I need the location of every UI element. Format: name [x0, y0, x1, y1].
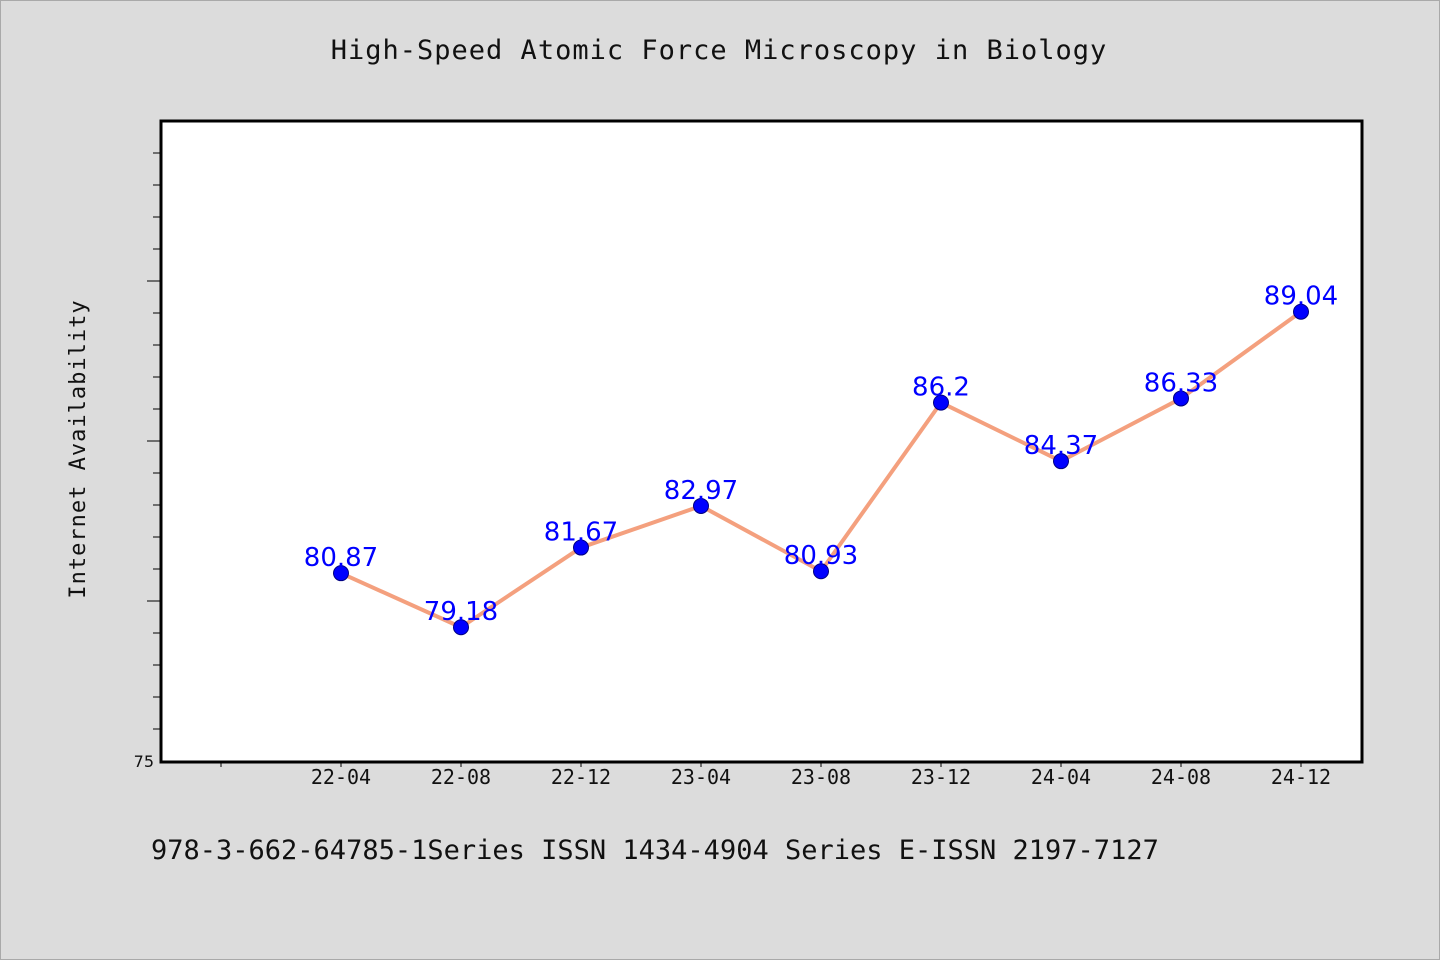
- data-point: [1173, 390, 1189, 407]
- data-point: [333, 565, 349, 582]
- x-axis-ticks: [220, 761, 1302, 767]
- chart-title: High-Speed Atomic Force Microscopy in Bi…: [330, 35, 1108, 66]
- data-point: [693, 497, 709, 514]
- plot-area: [159, 119, 1364, 764]
- data-label: 86.33: [1144, 368, 1218, 398]
- y-axis-tick-labels: 75: [134, 752, 154, 771]
- x-tick-label: 22-08: [431, 765, 491, 789]
- data-label: 81.67: [544, 518, 618, 548]
- data-point: [1053, 453, 1069, 470]
- series-markers: [333, 303, 1309, 636]
- data-label: 84.37: [1024, 431, 1098, 461]
- data-point: [933, 394, 949, 411]
- x-tick-label: 23-04: [671, 765, 731, 789]
- data-label: 80.87: [304, 543, 378, 573]
- x-tick-label: 24-04: [1031, 765, 1091, 789]
- footer-isbn-issn: 978-3-662-64785-1Series ISSN 1434-4904 S…: [151, 835, 1159, 866]
- data-label: 86.2: [912, 373, 970, 403]
- x-tick-label: 24-08: [1151, 765, 1211, 789]
- x-tick-label: 24-12: [1271, 765, 1331, 789]
- x-tick-label: 22-04: [311, 765, 371, 789]
- y-axis-title: Internet Availability: [66, 299, 91, 598]
- x-axis-tick-labels: 22-04 22-08 22-12 23-04 23-08 23-12 24-04 24-08…: [311, 765, 1331, 789]
- data-label: 79.18: [424, 597, 498, 627]
- data-point: [573, 539, 589, 556]
- data-point: [453, 619, 469, 636]
- data-label: 89.04: [1264, 282, 1338, 312]
- data-point: [1293, 303, 1309, 320]
- x-tick-label: 23-08: [791, 765, 851, 789]
- x-tick-label: 22-12: [551, 765, 611, 789]
- data-label: 80.93: [784, 541, 858, 571]
- y-tick-label: 75: [134, 752, 154, 771]
- data-label: 82.97: [664, 476, 738, 506]
- data-point: [813, 563, 829, 580]
- x-tick-label: 23-12: [911, 765, 971, 789]
- series-data-labels: 80.87 79.18 81.67 82.97 80.93 86.2 84.37 86.33 8…: [304, 282, 1338, 628]
- y-axis-ticks: [147, 152, 161, 730]
